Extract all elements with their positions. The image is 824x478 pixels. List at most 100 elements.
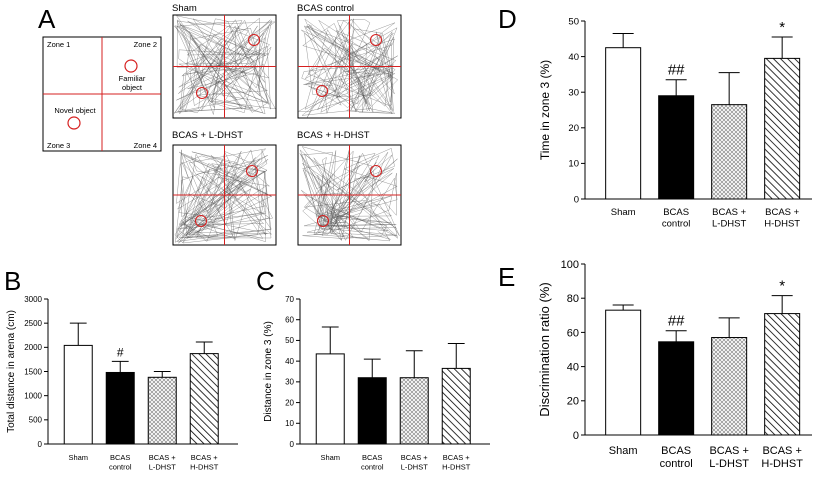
y-tick-label: 30 [568,88,579,99]
bar [147,376,177,445]
bar [189,353,219,445]
y-axis-label: Total distance in arena (cm) [6,310,17,433]
y-tick-label: 50 [568,16,579,27]
bar [63,344,93,445]
y-tick-label: 500 [29,416,43,425]
y-tick-label: 60 [567,327,579,339]
category-label: H-DHST [761,458,803,470]
category-label: BCAS [110,453,130,462]
panel-letter-c: C [256,266,275,296]
bar [441,367,471,445]
track-title-hdhst: BCAS + H-DHST [297,130,370,141]
y-tick-label: 1000 [24,391,42,400]
track-arena-bcas [297,14,402,119]
category-label: BCAS + [709,445,748,457]
y-tick-label: 2000 [24,343,42,352]
y-tick-label: 80 [567,293,579,305]
y-tick-label: 40 [568,52,579,63]
chart-time-zone3: 0 10 20 30 40 50 Time in zone 3 (%) Sham ## BCASc… [538,16,812,230]
category-label: control [662,219,691,230]
panel-letter-a: A [38,4,56,34]
y-tick-label: 1500 [24,367,42,376]
category-label: BCAS + [191,453,219,462]
category-label: H-DHST [764,219,800,230]
y-tick-label: 3000 [24,295,42,304]
chart-total-distance: 0 500 1000 1500 2000 2500 3000 Total distance i… [6,295,238,472]
y-tick-label: 10 [568,159,579,170]
novel-object-marker [67,116,81,130]
category-label: BCAS + [149,453,177,462]
y-axis-label: Distance in zone 3 (%) [263,321,274,422]
bar [357,377,387,445]
category-label: control [361,463,384,472]
familiar-object-label-1: Familiar [119,74,146,83]
y-tick-label: 60 [285,316,294,325]
panel-letter-b: B [4,266,21,296]
panel-letter-d: D [498,4,517,34]
y-tick-label: 0 [574,194,579,205]
bar [399,377,429,445]
novel-object-label: Novel object [54,106,96,115]
category-label: BCAS + [443,453,471,462]
y-tick-label: 20 [285,398,294,407]
category-label: BCAS + [762,445,801,457]
track-arena-sham [172,14,277,119]
y-tick-label: 0 [38,440,43,449]
chart-distance-zone3: 0 10 20 30 40 50 60 70 Distance in zone 3 (%) Sha… [263,295,490,472]
y-tick-label: 100 [561,259,579,271]
category-label: BCAS [663,207,689,218]
y-tick-label: 0 [573,430,579,442]
zone1-label: Zone 1 [47,40,70,49]
category-label: L-DHST [149,463,177,472]
bar [764,57,801,200]
category-label: BCAS [362,453,382,462]
significance-label: # [117,345,124,359]
category-label: BCAS + [765,207,800,218]
category-label: H-DHST [190,463,219,472]
y-tick-label: 0 [290,440,295,449]
familiar-object-label-2: object [122,83,143,92]
y-tick-label: 70 [285,295,294,304]
track-arena-hdhst [297,144,402,246]
bar [658,95,695,200]
y-tick-label: 30 [285,378,294,387]
significance-label: * [779,19,785,36]
y-tick-label: 40 [285,357,294,366]
y-axis-label: Discrimination ratio (%) [537,282,552,416]
y-tick-label: 20 [568,123,579,134]
familiar-object-marker [124,59,138,73]
track-title-sham: Sham [172,3,197,14]
category-label: Sham [611,207,636,218]
category-label: Sham [609,445,638,457]
panel-letter-e: E [498,262,515,292]
y-tick-label: 10 [285,419,294,428]
y-tick-label: 2500 [24,319,42,328]
y-tick-label: 40 [567,361,579,373]
y-tick-label: 20 [567,396,579,408]
zone4-label: Zone 4 [134,141,157,150]
chart-discrimination-ratio: 0 20 40 60 80 100 Discrimination ratio (%) Sham… [537,259,812,470]
category-label: BCAS + [401,453,429,462]
significance-label: ## [668,62,685,79]
bar [658,341,695,436]
track-title-bcas: BCAS control [297,3,354,14]
category-label: H-DHST [442,463,471,472]
zone2-label: Zone 2 [134,40,157,49]
category-label: BCAS [661,445,691,457]
category-label: L-DHST [712,219,747,230]
bar [764,313,801,436]
bar [605,309,642,436]
track-arena-ldhst [172,144,277,246]
significance-label: ## [668,313,685,330]
category-label: L-DHST [401,463,429,472]
category-label: Sham [320,453,340,462]
y-axis-label: Time in zone 3 (%) [538,60,552,160]
y-tick-label: 50 [285,336,294,345]
category-label: Sham [68,453,88,462]
bar [711,337,748,436]
bar [315,353,345,445]
zone3-label: Zone 3 [47,141,70,150]
bar [605,47,642,200]
category-label: control [660,458,693,470]
